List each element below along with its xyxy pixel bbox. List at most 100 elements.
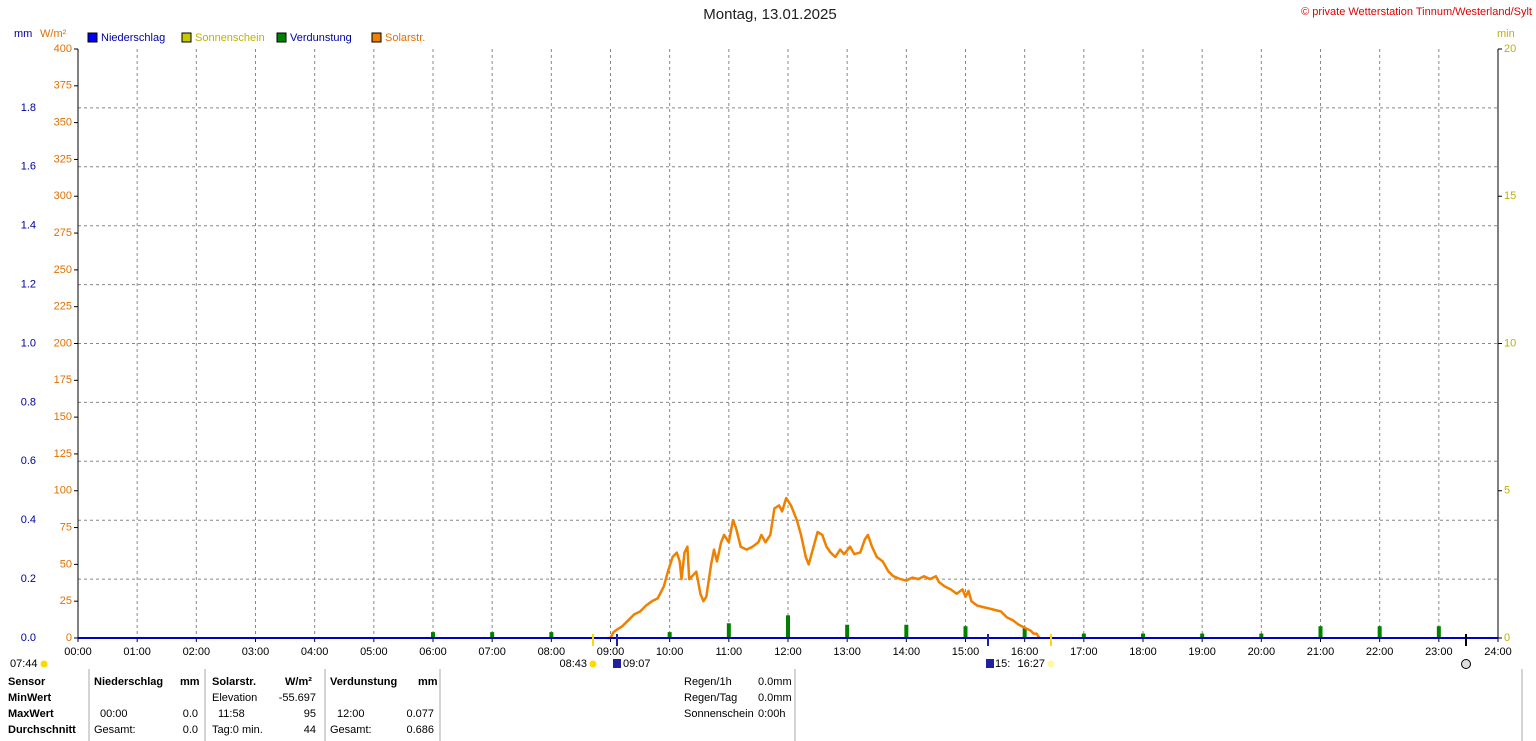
x-tick-label: 04:00: [301, 646, 329, 658]
stat-cell: W/m²: [285, 676, 312, 688]
legend-label: Niederschlag: [101, 32, 165, 44]
y2-tick-label: 225: [54, 301, 72, 313]
evaporation-bar: [1259, 633, 1264, 638]
x-tick-label: 00:00: [64, 646, 92, 658]
y3-tick-label: 20: [1504, 43, 1516, 55]
y3-tick-label: 0: [1504, 632, 1510, 644]
evaporation-bar: [1081, 633, 1086, 638]
y-tick-label: 1.0: [21, 337, 36, 349]
y-tick-label: 0.8: [21, 396, 36, 408]
y-tick-label: 1.8: [21, 102, 36, 114]
stat-cell: 0.686: [406, 724, 434, 736]
y3-tick-label: 15: [1504, 190, 1516, 202]
y2-tick-label: 375: [54, 80, 72, 92]
x-tick-label: 22:00: [1366, 646, 1394, 658]
y2-tick-label: 250: [54, 264, 72, 276]
y2-tick-label: 300: [54, 190, 72, 202]
stat-cell: Gesamt:: [330, 724, 372, 736]
legend-swatch: [276, 32, 287, 43]
y-tick-label: 1.6: [21, 161, 36, 173]
evaporation-bar: [1318, 626, 1323, 638]
legend-swatch: [181, 32, 192, 43]
stat-cell: 00:00: [100, 708, 128, 720]
row-label: MaxWert: [8, 708, 54, 720]
x-tick-label: 02:00: [183, 646, 211, 658]
stat-cell: 0.0: [183, 724, 198, 736]
x-tick-label: 03:00: [242, 646, 270, 658]
sun-time: 07:44: [10, 658, 38, 670]
y-tick-label: 0.0: [21, 632, 36, 644]
y2-tick-label: 125: [54, 448, 72, 460]
info-value: 0.0mm: [758, 692, 792, 704]
y-tick-label: 1.4: [21, 220, 36, 232]
x-tick-label: 14:00: [893, 646, 921, 658]
legend-swatch: [87, 32, 98, 43]
evaporation-bar: [1200, 633, 1205, 638]
stat-cell: 44: [304, 724, 316, 736]
row-label: Sensor: [8, 676, 46, 688]
sun-time: 16:27: [1017, 658, 1045, 670]
x-tick-label: 20:00: [1248, 646, 1276, 658]
x-tick-label: 11:00: [715, 646, 742, 658]
y-tick-label: 1.2: [21, 279, 36, 291]
copyright: © private Wetterstation Tinnum/Westerlan…: [1301, 6, 1532, 18]
x-tick-label: 15:00: [952, 646, 980, 658]
y2-tick-label: 0: [66, 632, 72, 644]
sun-icon: [613, 659, 621, 668]
y3-tick-label: 10: [1504, 337, 1516, 349]
moon-icon: [1461, 659, 1471, 669]
stat-cell: Solarstr.: [212, 676, 256, 688]
stat-cell: Gesamt:: [94, 724, 136, 736]
info-value: 0.0mm: [758, 676, 792, 688]
evaporation-bar: [549, 632, 554, 638]
stat-cell: -55.697: [279, 692, 316, 704]
legend-label: Sonnenschein: [195, 32, 265, 44]
evaporation-bar: [726, 623, 731, 638]
info-value: 0:00h: [758, 708, 786, 720]
x-tick-label: 09:00: [597, 646, 625, 658]
x-tick-label: 24:00: [1484, 646, 1512, 658]
stat-cell: mm: [418, 676, 438, 688]
y2-tick-label: 100: [54, 485, 72, 497]
y2-tick-label: 175: [54, 374, 72, 386]
evaporation-bar: [1436, 626, 1441, 638]
x-tick-label: 21:00: [1307, 646, 1335, 658]
x-tick-label: 07:00: [478, 646, 506, 658]
x-tick-label: 19:00: [1188, 646, 1216, 658]
stat-cell: mm: [180, 676, 200, 688]
evaporation-bar: [904, 624, 909, 638]
legend-label: Verdunstung: [290, 32, 352, 44]
evaporation-bar: [490, 632, 495, 638]
sun-icon: [986, 659, 994, 668]
sun-icon: [40, 660, 48, 668]
stat-cell: 11:58: [218, 708, 245, 720]
x-tick-label: 08:00: [538, 646, 566, 658]
y2-tick-label: 75: [60, 521, 72, 533]
x-tick-label: 23:00: [1425, 646, 1453, 658]
info-label: Regen/Tag: [684, 692, 737, 704]
x-tick-label: 10:00: [656, 646, 684, 658]
sun-icon: [1047, 660, 1055, 668]
evaporation-bar: [786, 615, 790, 638]
y2-tick-label: 400: [54, 43, 72, 55]
evaporation-bar: [845, 624, 850, 638]
sun-time: 09:07: [623, 658, 651, 670]
stat-cell: Verdunstung: [330, 676, 397, 688]
stat-cell: Tag:0 min.: [212, 724, 263, 736]
row-label: Durchschnitt: [8, 724, 76, 736]
sun-time: 15:: [995, 658, 1010, 670]
x-tick-label: 12:00: [774, 646, 802, 658]
stat-cell: 12:00: [337, 708, 365, 720]
row-label: MinWert: [8, 692, 52, 704]
solar-line: [607, 496, 1041, 640]
y3-tick-label: 5: [1504, 485, 1510, 497]
y-tick-label: 0.6: [21, 455, 36, 467]
stat-cell: 0.077: [406, 708, 434, 720]
evaporation-bar: [1141, 633, 1145, 638]
info-label: Regen/1h: [684, 676, 732, 688]
y3-axis-label: min: [1497, 28, 1515, 40]
stat-cell: 95: [304, 708, 316, 720]
y2-axis-label: W/m²: [40, 28, 67, 40]
